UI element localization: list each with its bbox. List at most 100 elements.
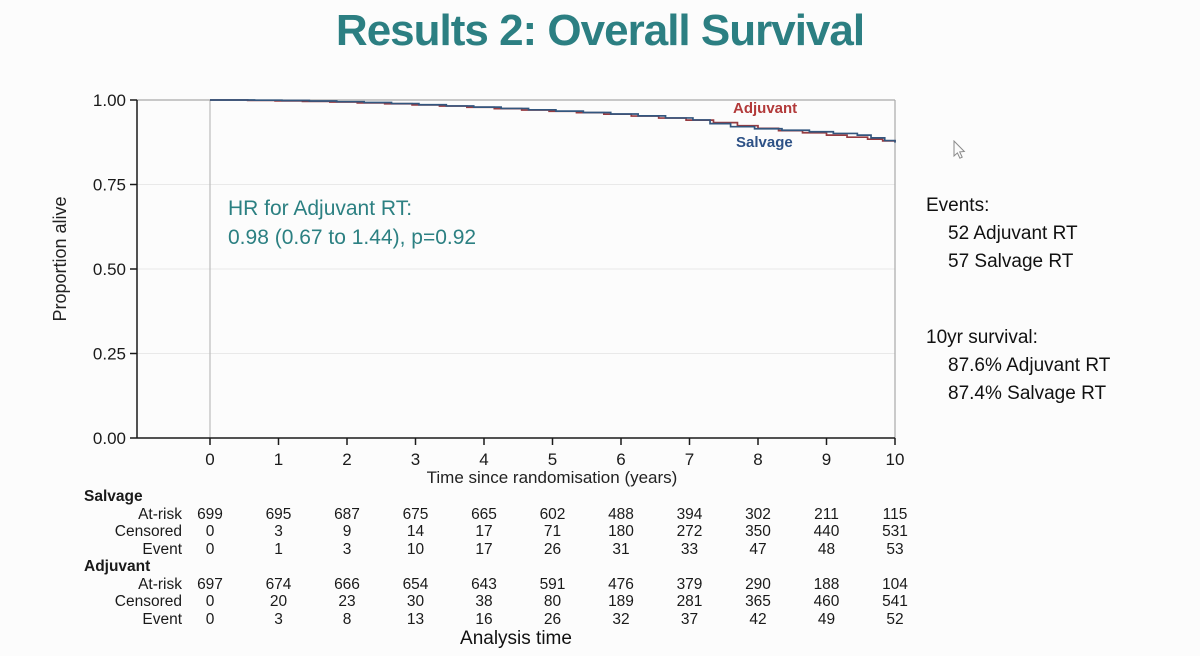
y-tick-label: 0.25: [93, 345, 126, 364]
mouse-cursor-icon: [953, 140, 966, 159]
risk-cell: 3: [342, 540, 352, 558]
risk-cell: 654: [402, 575, 429, 593]
risk-cell: 26: [543, 540, 562, 558]
risk-cell: 697: [197, 575, 223, 593]
risk-cell: 17: [475, 523, 493, 540]
risk-row-label: Event: [142, 540, 182, 558]
events-salvage: 57 Salvage RT: [948, 251, 1074, 272]
risk-cell: 302: [745, 505, 771, 523]
events-adjuvant: 52 Adjuvant RT: [948, 223, 1078, 244]
risk-cell: 3: [274, 523, 283, 540]
survival-curve-salvage: [210, 99, 896, 143]
risk-cell: 33: [680, 540, 699, 558]
y-tick-label: 0.50: [93, 260, 126, 279]
risk-cell: 80: [543, 593, 562, 610]
risk-cell: 42: [749, 610, 767, 628]
x-tick-label: 6: [616, 450, 625, 469]
risk-cell: 0: [205, 523, 215, 540]
x-tick-label: 5: [548, 450, 557, 469]
risk-cell: 52: [886, 610, 904, 628]
risk-cell: 699: [197, 505, 223, 523]
risk-cell: 695: [265, 505, 292, 523]
risk-cell: 290: [745, 575, 771, 593]
risk-cell: 0: [205, 593, 215, 610]
risk-cell: 674: [265, 575, 292, 593]
risk-cell: 541: [882, 593, 908, 610]
survival-adjuvant: 87.6% Adjuvant RT: [948, 355, 1111, 376]
risk-row-label: At-risk: [138, 505, 182, 523]
risk-cell: 10: [406, 540, 425, 558]
risk-cell: 488: [608, 505, 634, 523]
risk-cell: 30: [406, 593, 425, 610]
risk-row-label: At-risk: [138, 575, 182, 593]
risk-cell: 9: [342, 523, 352, 540]
x-tick-label: 9: [822, 450, 831, 469]
risk-cell: 379: [676, 575, 703, 593]
risk-cell: 643: [471, 575, 497, 593]
risk-row-label: Censored: [114, 593, 182, 610]
x-axis-label: Time since randomisation (years): [426, 468, 678, 487]
risk-cell: 17: [475, 540, 493, 558]
risk-cell: 675: [402, 505, 429, 523]
risk-cell: 665: [471, 505, 497, 523]
risk-cell: 71: [543, 523, 562, 540]
risk-cell: 8: [342, 610, 352, 628]
x-tick-label: 10: [886, 450, 905, 469]
risk-cell: 476: [608, 575, 634, 593]
risk-cell: 49: [817, 610, 836, 628]
x-tick-label: 8: [753, 450, 762, 469]
legend-salvage: Salvage: [736, 134, 793, 151]
risk-row-label: Censored: [114, 523, 182, 540]
events-panel: Events: 52 Adjuvant RT 57 Salvage RT: [926, 192, 1186, 276]
risk-cell: 16: [475, 610, 493, 628]
x-tick-label: 7: [685, 450, 694, 469]
risk-cell: 20: [269, 593, 288, 610]
risk-cell: 115: [882, 505, 908, 523]
risk-cell: 531: [882, 523, 908, 540]
x-tick-label: 0: [205, 450, 214, 469]
risk-cell: 47: [749, 540, 767, 558]
hr-annotation-line2: 0.98 (0.67 to 1.44), p=0.92: [228, 226, 477, 249]
risk-cell: 1: [274, 540, 283, 558]
risk-cell: 188: [813, 575, 840, 593]
events-heading: Events:: [926, 195, 990, 216]
risk-cell: 211: [814, 505, 839, 523]
risk-cell: 350: [745, 523, 771, 540]
risk-cell: 31: [612, 540, 630, 558]
x-tick-label: 3: [411, 450, 420, 469]
hr-annotation-line1: HR for Adjuvant RT:: [228, 197, 413, 220]
risk-cell: 440: [813, 523, 840, 540]
risk-group-adjuvant: Adjuvant: [84, 558, 151, 575]
risk-cell: 365: [745, 593, 771, 610]
legend-adjuvant: Adjuvant: [733, 100, 798, 117]
x-tick-label: 2: [342, 450, 351, 469]
risk-cell: 104: [882, 575, 908, 593]
risk-cell: 0: [205, 540, 215, 558]
risk-cell: 687: [334, 505, 360, 523]
risk-cell: 3: [274, 610, 283, 628]
risk-cell: 48: [817, 540, 836, 558]
x-tick-label: 4: [479, 450, 488, 469]
slide-title: Results 2: Overall Survival: [335, 6, 865, 55]
risk-cell: 281: [676, 593, 703, 610]
risk-cell: 38: [475, 593, 493, 610]
risk-cell: 180: [608, 523, 634, 540]
risk-cell: 591: [539, 575, 566, 593]
risk-group-salvage: Salvage: [84, 488, 143, 505]
y-tick-label: 0.75: [93, 176, 126, 195]
risk-row-label: Event: [142, 610, 182, 628]
survival-salvage: 87.4% Salvage RT: [948, 383, 1107, 404]
risk-cell: 23: [338, 593, 356, 610]
risk-cell: 37: [680, 610, 699, 628]
risk-cell: 32: [612, 610, 630, 628]
risk-cell: 13: [406, 610, 425, 628]
risk-cell: 14: [406, 523, 425, 540]
risk-cell: 460: [813, 593, 840, 610]
risk-cell: 53: [886, 540, 904, 558]
hr-annotation: HR for Adjuvant RT: 0.98 (0.67 to 1.44),…: [228, 194, 476, 252]
risk-cell: 0: [205, 610, 215, 628]
x-tick-label: 1: [274, 450, 283, 469]
